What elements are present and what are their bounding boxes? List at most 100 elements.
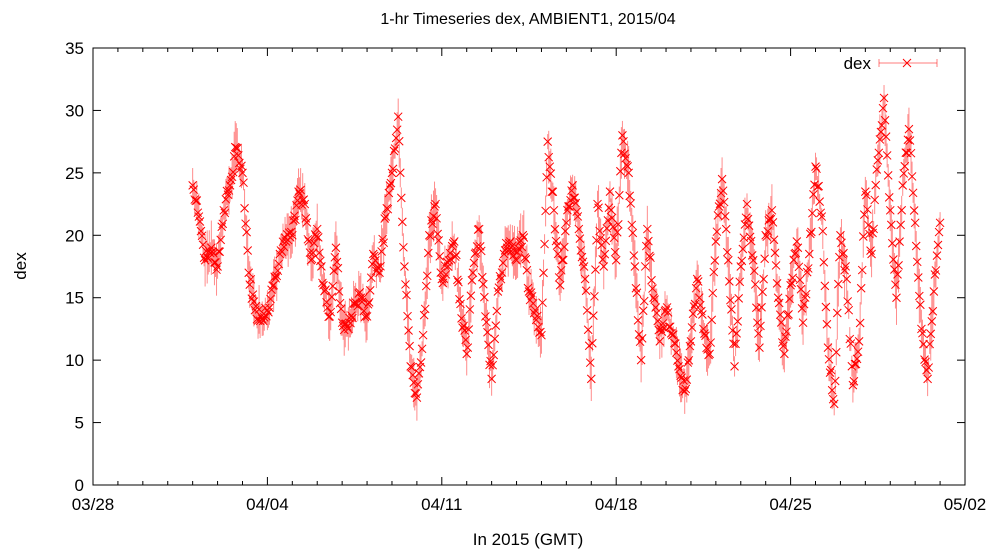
data-point-interp bbox=[610, 247, 620, 257]
data-point-interp bbox=[903, 135, 913, 145]
data-point-interp bbox=[760, 254, 770, 264]
data-point bbox=[879, 93, 889, 103]
data-point bbox=[418, 330, 428, 340]
data-point bbox=[910, 218, 920, 228]
data-point-interp bbox=[498, 258, 508, 268]
data-point-interp bbox=[774, 298, 784, 308]
data-point-interp bbox=[323, 303, 332, 313]
data-point-interp bbox=[246, 274, 256, 284]
data-point-interp bbox=[808, 208, 817, 218]
data-point bbox=[300, 199, 310, 209]
data-point-interp bbox=[788, 273, 798, 283]
data-point-interp bbox=[833, 279, 843, 289]
data-point-interp bbox=[750, 280, 760, 289]
data-markers bbox=[188, 93, 945, 409]
data-point-interp bbox=[878, 103, 888, 113]
data-point-interp bbox=[352, 299, 362, 308]
data-point-interp bbox=[608, 222, 618, 232]
data-point bbox=[836, 230, 845, 240]
data-point bbox=[748, 255, 758, 265]
data-point-interp bbox=[326, 307, 336, 317]
data-point-interp bbox=[494, 283, 504, 292]
data-point-interp bbox=[291, 215, 300, 225]
data-point bbox=[505, 237, 515, 246]
data-point bbox=[867, 249, 876, 259]
data-point bbox=[624, 168, 634, 178]
data-point bbox=[686, 337, 696, 346]
data-point-interp bbox=[233, 151, 243, 160]
data-point-interp bbox=[559, 242, 569, 252]
data-point-interp bbox=[544, 152, 554, 162]
data-point-interp bbox=[363, 299, 373, 309]
data-point bbox=[680, 387, 690, 396]
data-point-interp bbox=[313, 233, 323, 242]
data-point-interp bbox=[594, 203, 603, 213]
legend-marker-icon bbox=[902, 58, 912, 68]
data-point-interp bbox=[609, 233, 619, 243]
data-point-interp bbox=[846, 339, 856, 348]
data-point-interp bbox=[371, 256, 380, 265]
data-point-interp bbox=[591, 265, 600, 274]
data-point-interp bbox=[694, 293, 704, 303]
data-point-interp bbox=[396, 193, 406, 203]
data-point-interp bbox=[853, 347, 863, 357]
data-point-interp bbox=[795, 275, 805, 285]
data-point-interp bbox=[556, 265, 566, 275]
data-point-interp bbox=[477, 272, 487, 282]
data-point-interp bbox=[220, 208, 230, 218]
data-point bbox=[773, 293, 783, 303]
data-point-interp bbox=[934, 227, 944, 237]
data-point-interp bbox=[480, 292, 489, 302]
data-point-interp bbox=[465, 305, 475, 314]
data-point-interp bbox=[334, 287, 344, 296]
data-point-interp bbox=[771, 261, 781, 270]
data-point-interp bbox=[483, 327, 492, 337]
data-point-interp bbox=[274, 259, 284, 269]
data-point-interp bbox=[775, 310, 785, 320]
data-point-interp bbox=[557, 255, 567, 265]
data-point-interp bbox=[900, 161, 910, 171]
data-point-interp bbox=[932, 251, 942, 261]
data-point-interp bbox=[464, 325, 474, 334]
data-point-interp bbox=[874, 148, 884, 158]
data-point-interp bbox=[905, 136, 915, 145]
data-point-interp bbox=[858, 232, 868, 241]
data-point bbox=[811, 162, 820, 171]
data-point-interp bbox=[856, 283, 866, 293]
data-point-interp bbox=[763, 227, 773, 236]
data-point-interp bbox=[533, 322, 543, 332]
data-point-interp bbox=[333, 263, 343, 273]
data-point-interp bbox=[492, 306, 502, 316]
data-point-interp bbox=[489, 350, 499, 360]
data-point-interp bbox=[683, 358, 693, 367]
data-point-interp bbox=[632, 288, 642, 298]
data-point-interp bbox=[308, 248, 318, 258]
data-point-interp bbox=[663, 308, 673, 317]
data-point-interp bbox=[242, 227, 251, 237]
data-point-interp bbox=[451, 250, 461, 260]
data-point-interp bbox=[346, 318, 355, 328]
data-point-interp bbox=[463, 343, 473, 352]
data-point-interp bbox=[837, 238, 846, 248]
data-point-interp bbox=[777, 338, 787, 347]
data-point-interp bbox=[502, 243, 512, 253]
chart-title: 1-hr Timeseries dex, AMBIENT1, 2015/04 bbox=[380, 11, 675, 28]
data-point-interp bbox=[724, 277, 734, 286]
data-point bbox=[512, 255, 521, 265]
data-point-interp bbox=[476, 246, 486, 256]
data-point-interp bbox=[215, 247, 225, 257]
data-point bbox=[736, 262, 746, 271]
data-point-interp bbox=[245, 280, 255, 289]
x-tick-label: 04/18 bbox=[595, 495, 638, 514]
data-point-interp bbox=[924, 363, 934, 372]
data-point-interp bbox=[754, 329, 763, 338]
data-point-interp bbox=[906, 148, 916, 158]
data-point-interp bbox=[413, 379, 423, 389]
data-point-interp bbox=[850, 359, 860, 369]
data-point-interp bbox=[818, 226, 828, 236]
data-point bbox=[487, 374, 496, 384]
data-point bbox=[381, 212, 391, 221]
data-point-interp bbox=[839, 248, 848, 258]
data-point-interp bbox=[389, 146, 399, 156]
data-point bbox=[885, 205, 895, 215]
